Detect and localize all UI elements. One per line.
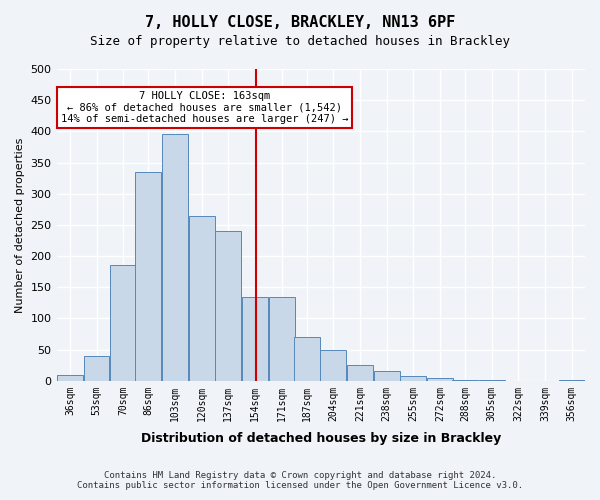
Text: Size of property relative to detached houses in Brackley: Size of property relative to detached ho… <box>90 35 510 48</box>
Text: 7, HOLLY CLOSE, BRACKLEY, NN13 6PF: 7, HOLLY CLOSE, BRACKLEY, NN13 6PF <box>145 15 455 30</box>
Bar <box>83 356 109 381</box>
Bar <box>162 134 188 381</box>
Bar <box>427 378 453 381</box>
Text: Contains HM Land Registry data © Crown copyright and database right 2024.
Contai: Contains HM Land Registry data © Crown c… <box>77 470 523 490</box>
Bar <box>559 380 584 381</box>
Bar <box>347 365 373 381</box>
Y-axis label: Number of detached properties: Number of detached properties <box>15 137 25 312</box>
Bar <box>215 231 241 381</box>
Bar <box>269 296 295 381</box>
Bar <box>400 376 426 381</box>
Bar <box>188 216 215 381</box>
Text: 7 HOLLY CLOSE: 163sqm
← 86% of detached houses are smaller (1,542)
14% of semi-d: 7 HOLLY CLOSE: 163sqm ← 86% of detached … <box>61 91 348 124</box>
X-axis label: Distribution of detached houses by size in Brackley: Distribution of detached houses by size … <box>140 432 501 445</box>
Bar <box>320 350 346 381</box>
Bar <box>57 374 83 381</box>
Bar <box>479 380 505 381</box>
Bar <box>374 372 400 381</box>
Bar <box>294 337 320 381</box>
Bar <box>452 380 478 381</box>
Bar <box>242 296 268 381</box>
Bar <box>136 172 161 381</box>
Bar <box>110 266 136 381</box>
